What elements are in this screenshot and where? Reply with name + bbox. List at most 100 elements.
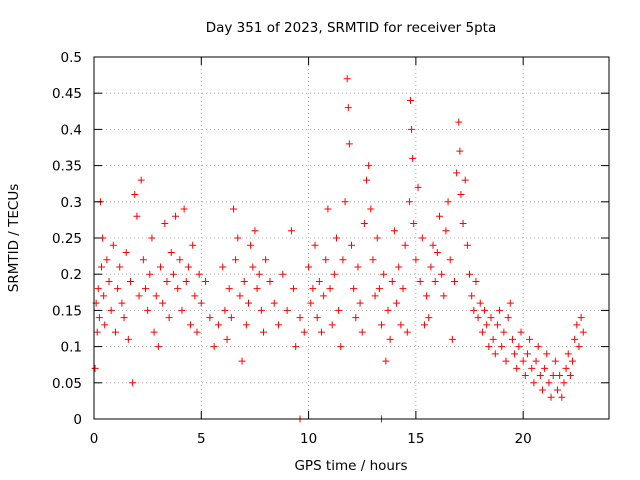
data-point — [532, 357, 540, 365]
data-point — [245, 299, 252, 307]
data-point — [324, 205, 332, 213]
data-point — [330, 270, 338, 278]
data-point — [122, 248, 130, 256]
data-point — [375, 285, 383, 293]
data-point — [98, 263, 106, 271]
data-point — [290, 285, 298, 293]
data-point — [371, 292, 379, 300]
data-point — [180, 205, 188, 213]
data-point — [300, 328, 308, 336]
data-point — [129, 379, 137, 387]
data-point — [100, 292, 108, 300]
data-point — [517, 328, 525, 336]
data-point — [536, 372, 544, 380]
data-point — [425, 314, 433, 322]
data-point — [270, 299, 278, 307]
data-point — [451, 277, 458, 285]
data-point — [307, 299, 315, 307]
data-point — [393, 299, 401, 307]
data-point — [234, 234, 242, 242]
data-point — [360, 220, 368, 228]
data-point — [356, 299, 364, 307]
data-point — [131, 191, 139, 199]
y-tick-label: 0.15 — [52, 303, 82, 319]
data-point — [530, 379, 538, 387]
data-point — [367, 205, 375, 213]
data-point — [369, 256, 377, 264]
data-point — [571, 335, 579, 343]
data-point — [551, 357, 559, 365]
data-point — [438, 270, 446, 278]
data-point — [418, 234, 426, 242]
data-point — [161, 220, 169, 228]
data-point — [577, 314, 585, 322]
data-point — [554, 386, 561, 394]
data-point — [219, 263, 227, 271]
y-tick-label: 0.45 — [52, 86, 82, 102]
y-tick-label: 0 — [73, 412, 82, 428]
data-point — [111, 328, 119, 336]
data-point — [523, 350, 531, 358]
data-point — [474, 314, 482, 322]
data-point — [337, 343, 345, 351]
data-point — [423, 292, 431, 300]
data-point — [322, 256, 330, 264]
data-point — [344, 104, 352, 112]
data-point — [348, 241, 355, 249]
data-point — [409, 154, 417, 162]
data-point — [103, 256, 111, 264]
data-point — [137, 176, 145, 184]
y-tick-label: 0.3 — [61, 195, 82, 211]
data-point — [242, 321, 250, 329]
data-point — [182, 277, 190, 285]
data-point — [105, 277, 113, 285]
data-point — [408, 125, 416, 133]
data-point — [543, 350, 551, 358]
data-points — [91, 75, 587, 423]
data-point — [229, 205, 237, 213]
chart-title: Day 351 of 2023, SRMTID for receiver 5pt… — [206, 20, 497, 36]
data-point — [579, 328, 587, 336]
data-point — [279, 270, 287, 278]
data-point — [275, 321, 283, 329]
data-point — [448, 335, 456, 343]
data-point — [386, 335, 394, 343]
data-point — [410, 220, 418, 228]
data-point — [167, 248, 175, 256]
data-point — [378, 321, 386, 329]
data-point — [283, 306, 291, 314]
data-point — [526, 335, 534, 343]
data-point — [247, 241, 255, 249]
data-point — [169, 270, 177, 278]
data-point — [470, 306, 478, 314]
data-point — [545, 379, 553, 387]
x-axis-label: GPS time / hours — [294, 458, 407, 474]
data-point — [549, 372, 557, 380]
data-point — [506, 299, 514, 307]
data-point — [144, 306, 152, 314]
data-point — [146, 270, 154, 278]
data-point — [466, 270, 474, 278]
data-point — [455, 118, 463, 126]
y-tick-label: 0.05 — [52, 376, 82, 392]
data-point — [472, 277, 480, 285]
data-point — [459, 220, 467, 228]
data-point — [575, 343, 583, 351]
data-point — [341, 198, 349, 206]
data-point — [498, 343, 506, 351]
data-point — [442, 227, 450, 235]
data-point — [227, 314, 235, 322]
data-point — [95, 314, 103, 322]
data-point — [521, 372, 529, 380]
data-point — [345, 140, 353, 148]
data-point — [433, 248, 441, 256]
data-point — [429, 241, 437, 249]
data-point — [189, 241, 197, 249]
data-point — [365, 162, 373, 170]
data-point — [157, 263, 165, 271]
data-point — [562, 364, 570, 372]
data-point — [399, 285, 407, 293]
data-point — [135, 292, 143, 300]
data-point — [195, 270, 203, 278]
data-point — [388, 277, 396, 285]
